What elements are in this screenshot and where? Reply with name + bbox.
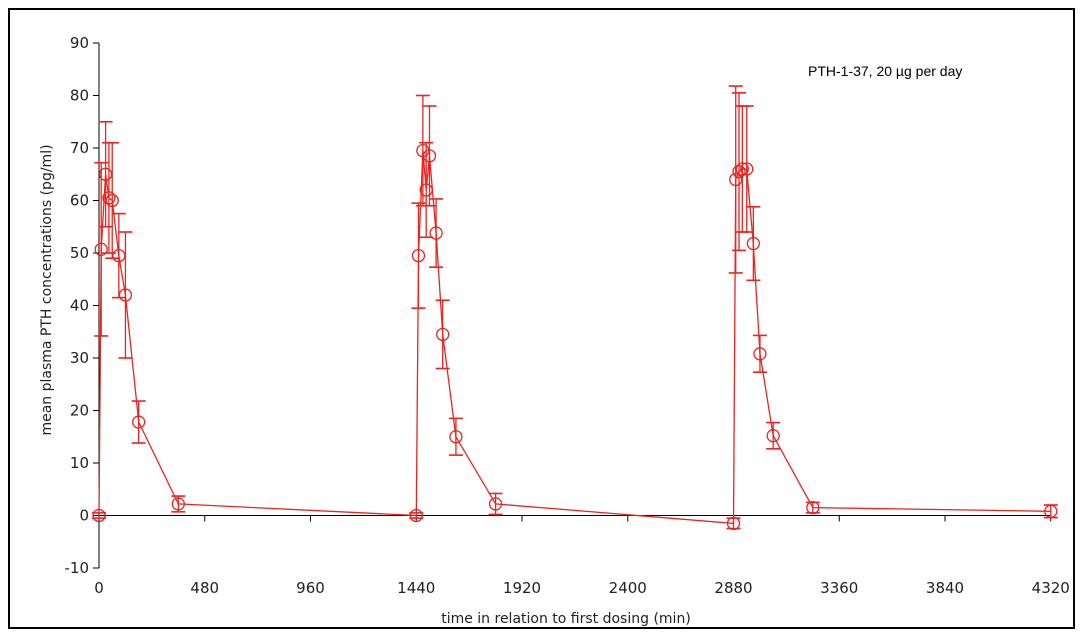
series-line — [98, 150, 1051, 525]
y-tick-label: 60 — [70, 192, 89, 210]
data-point — [746, 206, 761, 282]
chart-frame — [8, 8, 1075, 629]
y-tick-label: 50 — [70, 244, 89, 262]
point-marker — [102, 191, 116, 205]
y-tick-label: 40 — [70, 297, 89, 315]
data-point — [766, 421, 781, 450]
point-marker — [105, 193, 119, 208]
data-point — [728, 85, 743, 274]
point-marker — [422, 149, 437, 163]
data-point — [118, 231, 133, 359]
point-marker — [118, 288, 133, 302]
point-marker — [726, 516, 741, 531]
x-tick-label: 4320 — [1032, 579, 1070, 597]
x-tick-label: 0 — [94, 579, 104, 597]
point-marker — [171, 497, 185, 511]
data-point — [411, 202, 426, 309]
point-marker — [411, 248, 426, 263]
point-marker — [806, 500, 820, 515]
data-point — [171, 495, 186, 513]
x-tick-label: 2880 — [714, 579, 752, 597]
point-marker — [449, 430, 463, 444]
data-point — [131, 400, 146, 444]
y-tick-label: 30 — [70, 349, 89, 367]
data-point — [752, 334, 767, 373]
x-tick-label: 960 — [296, 579, 325, 597]
x-tick-label: 3840 — [926, 579, 964, 597]
x-tick-label: 2400 — [609, 579, 647, 597]
point-marker — [132, 415, 146, 429]
y-tick-label: 90 — [70, 34, 89, 52]
data-point — [488, 492, 503, 516]
data-point — [429, 198, 444, 268]
data-point — [448, 417, 463, 456]
y-tick-label: 20 — [70, 402, 89, 420]
x-axis-title: time in relation to first dosing (min) — [441, 611, 691, 627]
y-tick-label: -10 — [65, 559, 90, 577]
x-tick-label: 1920 — [503, 579, 541, 597]
point-marker — [94, 242, 108, 256]
data-point — [1043, 504, 1058, 519]
point-marker — [488, 497, 503, 511]
point-marker — [740, 162, 754, 176]
point-marker — [753, 347, 767, 361]
data-point — [435, 299, 450, 370]
point-marker — [766, 429, 780, 443]
data-point — [105, 141, 120, 260]
y-tick-label: 10 — [70, 454, 89, 472]
data-point — [732, 92, 747, 252]
y-axis-title: mean plasma PTH concentrations (pg/ml) — [39, 144, 55, 435]
x-tick-label: 3360 — [820, 579, 858, 597]
x-tick-label: 480 — [190, 579, 219, 597]
point-marker — [409, 508, 423, 523]
y-tick-label: 70 — [70, 139, 89, 157]
data-point — [409, 508, 424, 523]
y-tick-label: 0 — [79, 507, 89, 525]
point-marker — [92, 508, 106, 523]
point-marker — [436, 327, 450, 342]
series-layer — [92, 85, 1058, 531]
data-point — [726, 516, 741, 531]
point-marker — [735, 162, 749, 176]
data-point — [419, 141, 434, 239]
point-marker — [419, 183, 433, 197]
point-marker — [1044, 504, 1058, 518]
data-point — [805, 500, 820, 515]
data-point — [739, 105, 754, 233]
series-annotation: PTH-1-37, 20 µg per day — [808, 63, 962, 79]
point-marker — [429, 226, 443, 240]
x-tick-label: 1440 — [397, 579, 435, 597]
point-marker — [732, 164, 746, 179]
point-marker — [746, 236, 760, 251]
y-tick-label: 80 — [70, 87, 89, 105]
data-point — [92, 508, 106, 523]
data-point — [422, 105, 437, 207]
